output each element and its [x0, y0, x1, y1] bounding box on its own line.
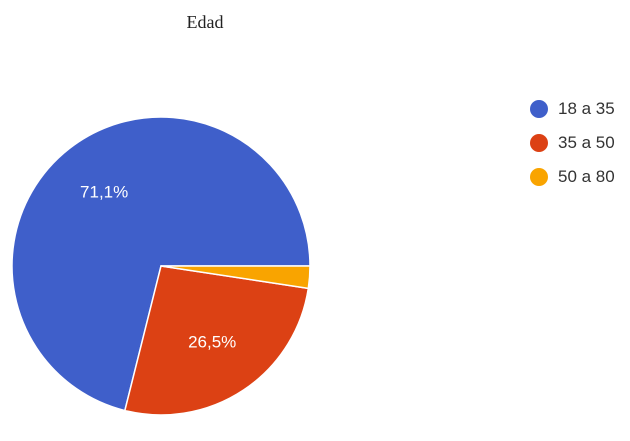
legend-label: 18 a 35	[558, 98, 615, 118]
chart-title: Edad	[186, 12, 224, 32]
pie-slice-3	[160, 265, 311, 290]
legend-item-2: 35 a 50	[530, 130, 615, 155]
legend: 18 a 35 35 a 50 50 a 80	[530, 96, 615, 198]
legend-label: 50 a 80	[558, 166, 615, 186]
legend-swatch	[530, 99, 548, 118]
legend-item-1: 18 a 35	[530, 96, 615, 121]
legend-swatch	[530, 167, 548, 186]
pie-chart: 71,1% 26,5%	[11, 116, 311, 416]
legend-label: 35 a 50	[558, 132, 615, 152]
legend-item-3: 50 a 80	[530, 164, 615, 189]
pie-slice-2	[123, 265, 310, 416]
pie-slice-1	[11, 116, 311, 412]
legend-swatch	[530, 133, 548, 152]
slice-label-2: 26,5%	[188, 332, 236, 351]
slice-label-1: 71,1%	[80, 183, 128, 202]
